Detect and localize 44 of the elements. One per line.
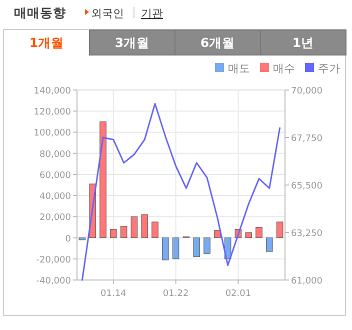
bar: [204, 238, 210, 254]
bar: [110, 229, 117, 238]
y2-tick-label: 65,500: [291, 182, 323, 192]
y2-tick-label: 70,000: [291, 86, 323, 96]
bar: [120, 226, 128, 238]
bar: [245, 232, 252, 238]
y-tick-label: 100,000: [34, 128, 72, 139]
y-tick-label: 140,000: [34, 86, 72, 96]
bar: [152, 222, 158, 238]
legend-label: 매도: [228, 62, 250, 75]
bar: [256, 226, 262, 238]
text: 1개월: [29, 35, 64, 50]
bar: [214, 230, 221, 238]
y-tick-label: 80,000: [40, 150, 72, 160]
bar: [172, 238, 180, 260]
bar: [78, 238, 86, 240]
x-tick-label: 01.14: [100, 289, 127, 299]
text: 6개월: [200, 35, 236, 50]
y-tick-label: 40,000: [40, 192, 72, 202]
y-tick-label: -40,000: [36, 276, 72, 286]
bar: [276, 222, 284, 238]
y-tick-label: -20,000: [36, 255, 72, 266]
legend-label: 주가: [318, 62, 340, 75]
y-tick-label: 120,000: [34, 108, 72, 118]
text: 기관: [141, 7, 163, 20]
text: 외국인: [91, 7, 124, 20]
x-tick-label: 02.01: [225, 289, 252, 299]
bar: [162, 238, 169, 260]
y2-tick-label: 63,250: [291, 229, 323, 239]
bar: [100, 121, 106, 238]
bar: [266, 238, 273, 252]
y2-tick-label: 67,750: [291, 134, 323, 144]
chart-title: 매매동향: [14, 5, 66, 20]
text: 3개월: [114, 35, 150, 50]
y-tick-label: 20,000: [40, 213, 72, 224]
bar: [130, 216, 138, 238]
bar: [193, 238, 200, 258]
legend-label: 매수: [273, 62, 295, 75]
text: 1년: [292, 35, 314, 50]
bar: [141, 214, 148, 238]
y-tick-label: 0: [65, 234, 72, 244]
y2-tick-label: 61,000: [291, 276, 323, 286]
y-tick-label: 60,000: [40, 170, 72, 181]
x-tick-label: 01.22: [162, 289, 189, 299]
